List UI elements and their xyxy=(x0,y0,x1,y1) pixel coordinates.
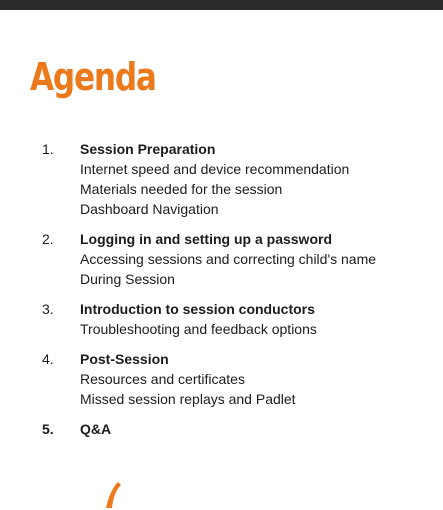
agenda-item-detail: Missed session replays and Padlet xyxy=(80,391,296,407)
agenda-item-number: 3. xyxy=(42,301,54,317)
slide: Agenda 1. Session Preparation Internet spe… xyxy=(0,10,443,508)
agenda-item-heading: Q&A xyxy=(80,421,112,437)
agenda-item-detail: Materials needed for the session xyxy=(80,181,283,197)
agenda-item-number: 1. xyxy=(42,141,54,157)
agenda-item: 5. Q&A xyxy=(42,419,437,439)
page-title: Agenda xyxy=(30,55,157,99)
agenda-item-number: 5. xyxy=(42,421,54,437)
agenda-item-content: Session Preparation Internet speed and de… xyxy=(80,139,437,219)
agenda-item-detail: Dashboard Navigation xyxy=(80,201,219,217)
agenda-item-content: Q&A xyxy=(80,419,437,439)
agenda-item-detail: During Session xyxy=(80,271,175,287)
agenda-list: 1. Session Preparation Internet speed and … xyxy=(42,139,437,449)
agenda-item-heading: Session Preparation xyxy=(80,141,216,157)
agenda-item-number: 2. xyxy=(42,231,54,247)
decorative-swoosh-graphic xyxy=(106,482,121,508)
agenda-item-number: 4. xyxy=(42,351,54,367)
agenda-item: 2. Logging in and setting up a password Ac… xyxy=(42,229,437,289)
agenda-item-detail: Troubleshooting and feedback options xyxy=(80,321,317,337)
agenda-item-content: Post-Session Resources and certificates Mi… xyxy=(80,349,437,409)
agenda-item: 1. Session Preparation Internet speed and … xyxy=(42,139,437,219)
swoosh-shape xyxy=(106,482,121,508)
agenda-item-heading: Logging in and setting up a password xyxy=(80,231,332,247)
agenda-item-detail: Internet speed and device recommendation xyxy=(80,161,350,177)
agenda-item-heading: Post-Session xyxy=(80,351,169,367)
window-top-bar xyxy=(0,0,443,10)
agenda-item: 4. Post-Session Resources and certificates… xyxy=(42,349,437,409)
agenda-item-heading: Introduction to session conductors xyxy=(80,301,315,317)
agenda-item-detail: Resources and certificates xyxy=(80,371,245,387)
agenda-item-content: Introduction to session conductors Troubl… xyxy=(80,299,437,339)
agenda-item-content: Logging in and setting up a password Acce… xyxy=(80,229,437,289)
agenda-item: 3. Introduction to session conductors Trou… xyxy=(42,299,437,339)
agenda-item-detail: Accessing sessions and correcting child'… xyxy=(80,251,377,267)
